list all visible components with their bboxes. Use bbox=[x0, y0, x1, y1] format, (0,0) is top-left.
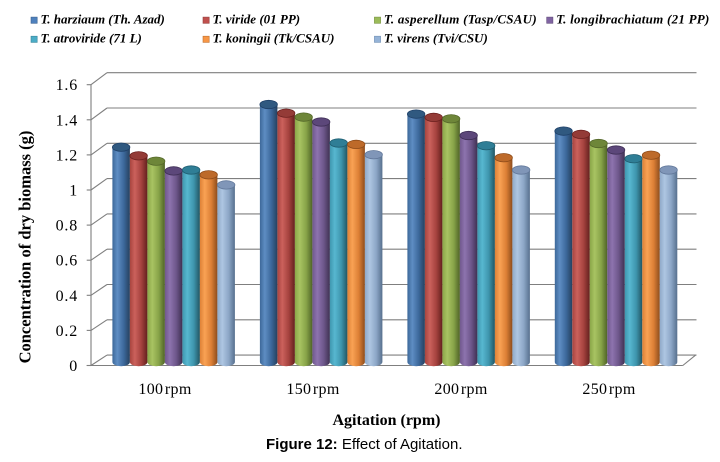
svg-text:Concentration of dry biomass (: Concentration of dry biomass (g) bbox=[16, 131, 35, 364]
svg-text:T. atroviride (71 L): T. atroviride (71 L) bbox=[41, 31, 142, 46]
svg-text:250 rpm: 250 rpm bbox=[582, 381, 635, 398]
svg-text:Figure 12: Effect of Agitation: Figure 12: Effect of Agitation. bbox=[266, 436, 463, 453]
svg-text:T. virens (Tvi/CSU): T. virens (Tvi/CSU) bbox=[384, 31, 488, 46]
svg-text:0.8: 0.8 bbox=[56, 218, 78, 235]
svg-text:200 rpm: 200 rpm bbox=[434, 381, 487, 398]
svg-text:T. longibrachiatum (21 PP): T. longibrachiatum (21 PP) bbox=[556, 12, 709, 27]
svg-text:1: 1 bbox=[69, 183, 78, 200]
svg-text:0.2: 0.2 bbox=[56, 323, 78, 340]
svg-text:100 rpm: 100 rpm bbox=[138, 381, 191, 398]
svg-text:T. viride (01 PP): T. viride (01 PP) bbox=[213, 12, 301, 27]
svg-text:150 rpm: 150 rpm bbox=[286, 381, 339, 398]
svg-text:T. asperellum (Tasp/CSAU): T. asperellum (Tasp/CSAU) bbox=[384, 12, 537, 27]
svg-text:1.4: 1.4 bbox=[56, 112, 78, 129]
svg-text:0.6: 0.6 bbox=[56, 253, 78, 270]
svg-text:0.4: 0.4 bbox=[56, 288, 78, 305]
svg-text:0: 0 bbox=[69, 358, 78, 375]
svg-text:T. harziaum (Th. Azad): T. harziaum (Th. Azad) bbox=[41, 12, 165, 27]
svg-text:T. koningii (Tk/CSAU): T. koningii (Tk/CSAU) bbox=[213, 31, 335, 46]
svg-text:Agitation (rpm): Agitation (rpm) bbox=[333, 412, 441, 429]
svg-text:1.6: 1.6 bbox=[56, 77, 78, 94]
svg-text:1.2: 1.2 bbox=[56, 147, 78, 164]
